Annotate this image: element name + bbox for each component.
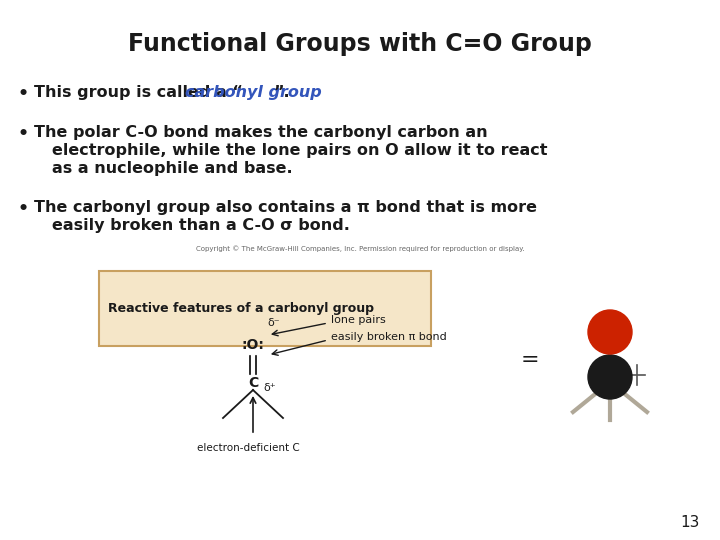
Text: δ⁺: δ⁺ bbox=[263, 383, 276, 393]
Text: This group is called a “: This group is called a “ bbox=[34, 85, 243, 100]
Text: The polar C-O bond makes the carbonyl carbon an: The polar C-O bond makes the carbonyl ca… bbox=[34, 125, 487, 140]
Text: electron-deficient C: electron-deficient C bbox=[197, 443, 300, 453]
Text: easily broken π bond: easily broken π bond bbox=[331, 332, 446, 342]
Text: The carbonyl group also contains a π bond that is more: The carbonyl group also contains a π bon… bbox=[34, 200, 537, 215]
Text: Copyright © The McGraw-Hill Companies, Inc. Permission required for reproduction: Copyright © The McGraw-Hill Companies, I… bbox=[196, 245, 524, 252]
Text: lone pairs: lone pairs bbox=[331, 315, 386, 325]
Text: :O:: :O: bbox=[242, 338, 264, 352]
Text: Reactive features of a carbonyl group: Reactive features of a carbonyl group bbox=[108, 302, 374, 315]
Text: δ⁻: δ⁻ bbox=[267, 318, 279, 328]
Text: ”.: ”. bbox=[274, 85, 290, 100]
FancyBboxPatch shape bbox=[99, 271, 431, 346]
Circle shape bbox=[588, 355, 632, 399]
Text: as a nucleophile and base.: as a nucleophile and base. bbox=[52, 161, 292, 176]
Text: •: • bbox=[18, 200, 29, 218]
Text: •: • bbox=[18, 125, 29, 143]
Text: easily broken than a C-O σ bond.: easily broken than a C-O σ bond. bbox=[52, 218, 350, 233]
Text: 13: 13 bbox=[680, 515, 700, 530]
Text: electrophile, while the lone pairs on O allow it to react: electrophile, while the lone pairs on O … bbox=[52, 143, 547, 158]
Text: carbonyl group: carbonyl group bbox=[185, 85, 322, 100]
Text: •: • bbox=[18, 85, 29, 103]
Text: =: = bbox=[521, 350, 539, 370]
Text: C: C bbox=[248, 376, 258, 390]
Text: Functional Groups with C=O Group: Functional Groups with C=O Group bbox=[128, 32, 592, 56]
Circle shape bbox=[588, 310, 632, 354]
